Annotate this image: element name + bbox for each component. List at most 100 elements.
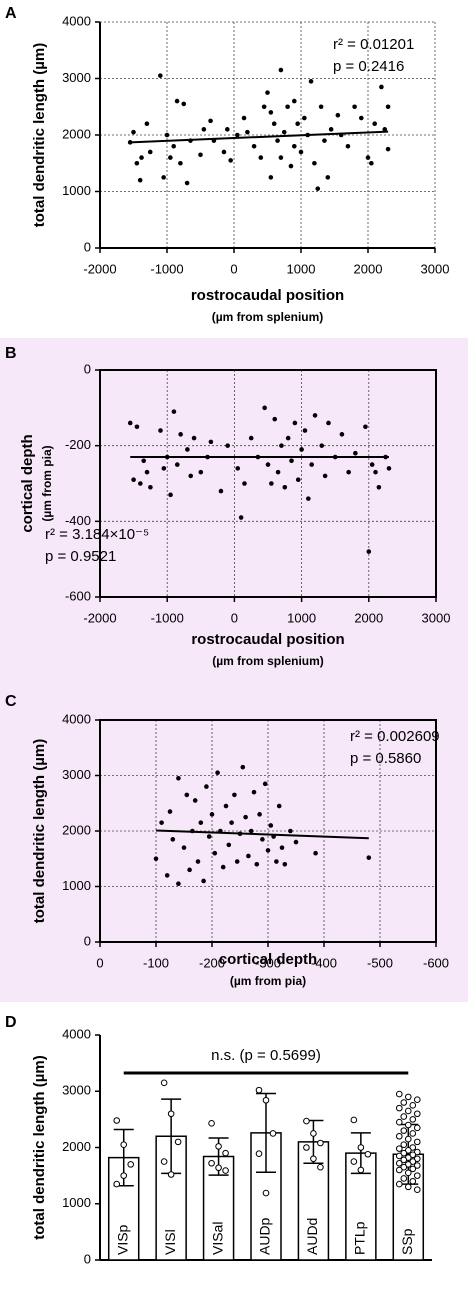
- data-point: [208, 1159, 215, 1167]
- panel-label: A: [5, 5, 17, 22]
- x-tick-label: -2000: [83, 261, 116, 276]
- data-point: [400, 1099, 408, 1106]
- data-point: [275, 138, 280, 143]
- data-point: [258, 155, 264, 160]
- data-point: [281, 129, 287, 135]
- data-point: [262, 781, 268, 787]
- data-point: [303, 1144, 310, 1151]
- data-point: [198, 820, 204, 825]
- data-point: [288, 163, 294, 169]
- data-point: [313, 850, 318, 856]
- x-tick-label: 2000: [354, 610, 383, 625]
- data-point: [220, 864, 226, 870]
- data-point: [292, 98, 297, 104]
- data-point: [413, 1172, 421, 1179]
- data-point: [268, 823, 274, 828]
- data-point: [184, 180, 190, 186]
- y-axis-label: total dendritic length (µm): [31, 739, 48, 923]
- data-point: [366, 549, 372, 554]
- data-point: [204, 784, 209, 789]
- data-point: [269, 1130, 277, 1137]
- data-point: [413, 1138, 421, 1146]
- data-point: [350, 1116, 358, 1124]
- data-point: [195, 859, 201, 864]
- y-tick-label: 2000: [62, 822, 91, 837]
- data-point: [164, 132, 170, 138]
- data-point: [352, 104, 357, 110]
- panel-label: C: [5, 693, 17, 710]
- data-point: [357, 1166, 365, 1174]
- data-point: [225, 443, 230, 448]
- data-point: [225, 127, 230, 132]
- data-point: [176, 881, 181, 887]
- data-point: [153, 856, 159, 862]
- data-point: [413, 1110, 421, 1118]
- data-point: [271, 121, 277, 126]
- data-point: [235, 132, 240, 138]
- data-point: [127, 420, 133, 426]
- data-point: [209, 812, 215, 817]
- data-point: [138, 481, 143, 486]
- x-tick-label: 0: [230, 261, 237, 276]
- y-tick-label: 1000: [62, 878, 91, 893]
- stat-annotation: p = 0.5860: [350, 750, 421, 767]
- data-point: [251, 789, 257, 795]
- data-point: [240, 764, 246, 770]
- data-point: [218, 488, 224, 494]
- data-point: [400, 1127, 408, 1134]
- data-point: [275, 469, 281, 475]
- x-tick-label: -1000: [151, 610, 184, 625]
- data-point: [178, 432, 183, 437]
- data-point: [303, 1117, 310, 1125]
- data-point: [174, 98, 180, 104]
- data-point: [254, 862, 260, 867]
- data-point: [318, 104, 324, 110]
- data-point: [178, 160, 183, 166]
- data-point: [310, 1130, 317, 1137]
- y-tick-label: -200: [65, 437, 91, 452]
- data-point: [404, 1169, 412, 1177]
- data-point: [262, 1189, 270, 1197]
- data-point: [292, 420, 298, 426]
- data-point: [274, 859, 279, 864]
- data-point: [328, 127, 334, 132]
- data-point: [215, 1143, 222, 1150]
- data-point: [113, 1180, 121, 1188]
- data-point: [158, 428, 163, 433]
- data-point: [208, 1120, 215, 1127]
- data-point: [359, 115, 364, 121]
- data-point: [188, 473, 194, 479]
- data-point: [409, 1116, 417, 1123]
- data-point: [310, 1155, 317, 1163]
- data-point: [317, 1163, 324, 1171]
- data-point: [386, 466, 392, 471]
- x-tick-label: 0: [96, 955, 103, 970]
- data-point: [395, 1118, 403, 1126]
- data-point: [170, 837, 176, 842]
- data-point: [322, 138, 327, 143]
- data-point: [134, 160, 140, 166]
- data-point: [212, 850, 218, 856]
- y-tick-label: -600: [65, 588, 91, 603]
- category-label: PTLp: [352, 1221, 368, 1255]
- data-point: [134, 424, 140, 430]
- data-point: [141, 458, 146, 464]
- data-point: [400, 1156, 408, 1164]
- data-point: [208, 118, 213, 124]
- data-point: [226, 842, 232, 848]
- data-point: [285, 435, 291, 441]
- data-point: [262, 405, 267, 411]
- panel-label: B: [5, 345, 17, 362]
- data-point: [404, 1093, 412, 1101]
- fit-line: [130, 130, 389, 144]
- data-point: [373, 469, 378, 475]
- data-point: [369, 160, 374, 166]
- data-point: [306, 496, 311, 501]
- data-point: [164, 873, 170, 878]
- data-point: [278, 67, 284, 73]
- data-point: [206, 834, 212, 839]
- x-axis-label: cortical depth: [219, 951, 317, 968]
- data-point: [185, 447, 190, 452]
- data-point: [192, 798, 198, 803]
- stat-annotation: p = 0.2416: [333, 58, 404, 75]
